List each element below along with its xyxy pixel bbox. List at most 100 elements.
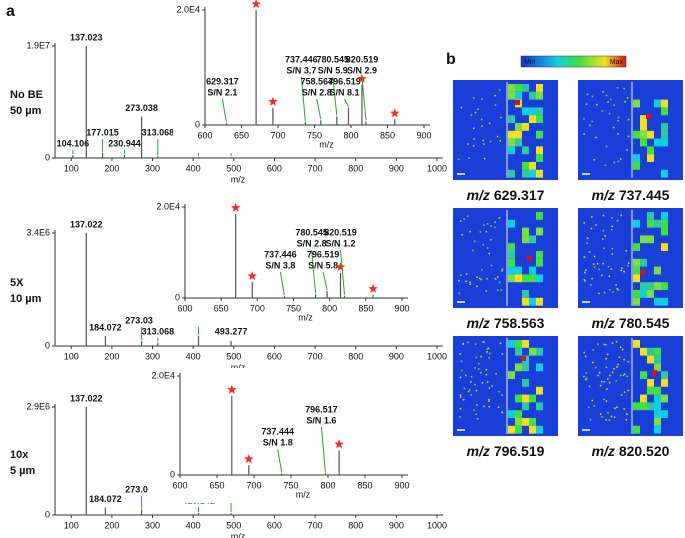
leader-line xyxy=(311,249,317,294)
y-tick-label: 2.9E6 xyxy=(26,401,50,411)
peak-label: 137.022 xyxy=(70,219,103,229)
image-speckle xyxy=(586,377,588,380)
image-speckle xyxy=(627,264,629,267)
peak-label: 780.545 xyxy=(317,54,350,64)
image-pixel xyxy=(536,251,543,259)
image-speckle xyxy=(474,383,476,386)
y-tick-label: 0 xyxy=(45,340,50,350)
image-pixel xyxy=(640,282,647,290)
image-pixel xyxy=(529,107,536,116)
image-pixel xyxy=(508,371,515,379)
image-speckle xyxy=(462,343,464,345)
image-speckle xyxy=(486,247,489,249)
hotspot xyxy=(646,114,651,119)
hotspot xyxy=(521,356,526,361)
image-speckle xyxy=(462,398,465,401)
image-pixel xyxy=(536,130,543,139)
image-speckle xyxy=(615,380,617,382)
image-pixel xyxy=(647,386,654,395)
image-speckle xyxy=(467,341,469,344)
image-pixel xyxy=(536,347,543,356)
peak-label: 758.564 xyxy=(300,76,333,86)
image-pixel xyxy=(522,162,529,170)
image-pixel xyxy=(522,84,529,92)
peak-label: 273.038 xyxy=(125,103,158,113)
leader-line xyxy=(300,76,306,122)
image-speckle xyxy=(585,269,587,272)
image-pixel xyxy=(640,347,647,356)
image-pixel xyxy=(522,379,529,387)
peak-star xyxy=(230,202,241,212)
image-speckle xyxy=(603,398,605,401)
peak-label: 313.068 xyxy=(142,127,175,137)
peak-star xyxy=(227,384,237,394)
x-tick-label: 200 xyxy=(104,520,119,530)
image-speckle xyxy=(623,270,625,273)
y-tick-label: 2.0E4 xyxy=(151,370,175,380)
image-speckle xyxy=(588,385,591,388)
caption-unit: m/z xyxy=(467,315,490,331)
image-speckle xyxy=(601,380,603,383)
x-tick-label: 850 xyxy=(380,130,395,140)
image-pixel xyxy=(633,219,640,228)
image-pixel xyxy=(633,402,640,411)
image-speckle xyxy=(619,346,622,349)
image-speckle xyxy=(604,164,607,167)
image-speckle xyxy=(626,375,629,378)
image-speckle xyxy=(459,396,462,398)
image-speckle xyxy=(488,122,491,124)
caption-mass: 737.445 xyxy=(619,187,670,203)
image-pixel xyxy=(661,219,668,228)
image-speckle xyxy=(608,381,611,384)
image-pixel xyxy=(529,425,536,434)
image-speckle xyxy=(609,289,611,291)
image-speckle xyxy=(601,416,603,418)
image-speckle xyxy=(585,378,587,380)
image-speckle xyxy=(583,118,585,120)
leader-line xyxy=(332,76,338,116)
image-speckle xyxy=(498,390,500,393)
x-tick-label: 700 xyxy=(308,351,323,361)
image-speckle xyxy=(497,289,499,292)
image-pixel xyxy=(661,138,668,147)
image-pixel xyxy=(640,402,647,411)
image-pixel xyxy=(515,418,522,426)
image-pixel xyxy=(661,123,668,131)
image-pixel xyxy=(647,146,654,155)
image-speckle xyxy=(623,408,625,410)
x-tick-label: 300 xyxy=(145,351,160,361)
y-tick-label: 0 xyxy=(45,509,50,519)
peak-star xyxy=(390,108,400,118)
image-speckle xyxy=(587,406,590,409)
image-speckle xyxy=(607,411,609,414)
image-speckle xyxy=(483,157,486,160)
signal-to-noise: S/N 1.6 xyxy=(306,415,336,425)
image-pixel xyxy=(508,130,515,139)
image-speckle xyxy=(617,160,620,163)
y-tick-label: 0 xyxy=(175,292,180,302)
image-speckle xyxy=(627,135,630,138)
image-speckle xyxy=(467,390,470,393)
image-speckle xyxy=(491,385,493,387)
image-speckle xyxy=(470,381,472,383)
image-speckle xyxy=(589,419,592,421)
image-pixel xyxy=(654,297,661,306)
image-speckle xyxy=(468,389,471,391)
peak-label: 273.037 xyxy=(125,484,158,494)
image-speckle xyxy=(602,238,604,240)
image-pixel xyxy=(633,162,640,170)
caption-mass: 780.545 xyxy=(619,315,670,331)
image-pixel xyxy=(529,266,536,275)
image-speckle xyxy=(608,112,611,115)
image-pixel xyxy=(661,379,668,387)
image-pixel xyxy=(508,251,515,259)
image-speckle xyxy=(476,276,478,278)
image-speckle xyxy=(501,269,503,272)
image-speckle xyxy=(621,348,624,351)
image-speckle xyxy=(482,243,485,246)
image-pixel xyxy=(522,227,529,236)
image-speckle xyxy=(458,292,461,294)
image-pixel xyxy=(633,130,640,139)
image-speckle xyxy=(602,262,604,265)
x-tick-label: 900 xyxy=(389,351,404,361)
